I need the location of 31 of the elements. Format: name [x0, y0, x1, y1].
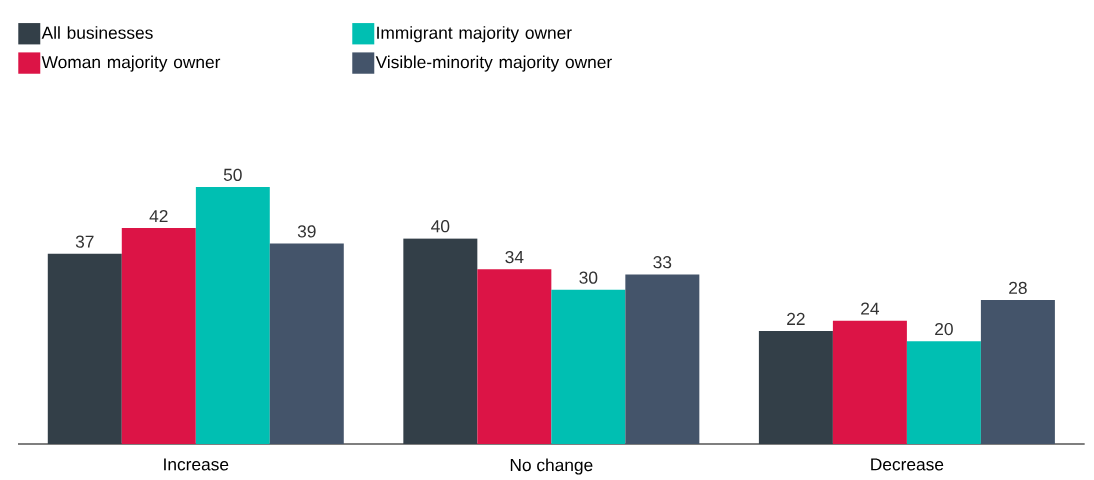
legend-label: Visible-minority majority owner — [375, 55, 612, 72]
bar — [269, 243, 344, 444]
bar — [47, 253, 122, 444]
bar — [980, 300, 1055, 444]
data-label: 30 — [579, 271, 598, 284]
legend-label: Immigrant majority owner — [377, 26, 572, 43]
data-label: 24 — [861, 302, 880, 315]
bar — [758, 330, 833, 444]
bar — [195, 187, 270, 444]
data-label: 50 — [223, 168, 242, 181]
data-label: 40 — [431, 220, 450, 233]
bar — [551, 289, 626, 444]
data-label: 20 — [935, 322, 953, 336]
x-tick-label: Decrease — [871, 458, 944, 471]
bar — [625, 274, 700, 444]
data-label: 33 — [653, 256, 672, 269]
bar — [403, 238, 478, 444]
data-label: 28 — [1009, 281, 1027, 295]
data-label: 42 — [149, 209, 168, 223]
data-label: 22 — [787, 312, 805, 325]
legend-label: Woman majority owner — [41, 55, 221, 72]
bar — [906, 341, 981, 444]
bar — [832, 320, 907, 444]
x-tick-label: Increase — [164, 458, 229, 471]
bar — [121, 228, 196, 444]
bar — [477, 269, 552, 444]
data-label: 34 — [505, 250, 524, 264]
legend-label: All businesses — [41, 26, 153, 39]
data-label: 37 — [75, 235, 94, 248]
data-label: 39 — [297, 225, 316, 238]
x-tick-label: No change — [510, 458, 593, 475]
